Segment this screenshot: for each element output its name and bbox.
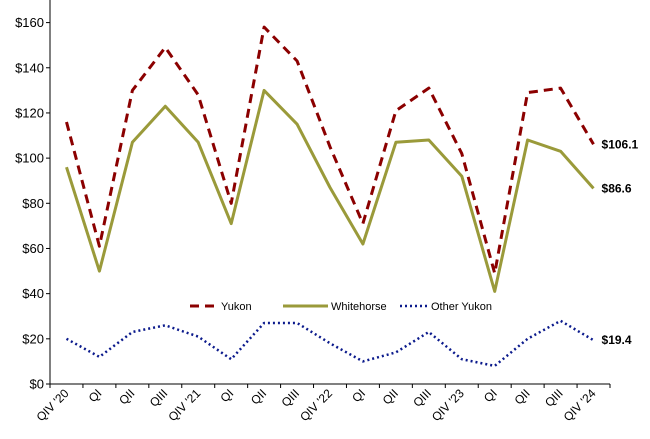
end-value-labels: $106.1 $86.6 $19.4 xyxy=(602,137,639,347)
legend: Yukon Whitehorse Other Yukon xyxy=(190,301,492,313)
x-tick-label: QIII xyxy=(279,386,303,410)
y-tick-label: $0 xyxy=(30,377,44,392)
series-line-yukon xyxy=(65,25,595,275)
x-tick-label: QIV '24 xyxy=(561,386,599,424)
legend-label: Whitehorse xyxy=(331,301,387,313)
end-value-label: $19.4 xyxy=(602,333,632,347)
y-axis-ticks: $0 $20 $40 $60 $80 $100 $120 $140 $160 xyxy=(15,15,50,392)
legend-label: Yukon xyxy=(221,301,252,313)
x-tick-label: QIII xyxy=(542,386,566,410)
end-value-label: $106.1 xyxy=(602,137,639,151)
y-tick-label: $140 xyxy=(15,60,44,75)
x-tick-label: QII xyxy=(248,386,269,407)
y-tick-label: $60 xyxy=(22,241,44,256)
legend-label: Other Yukon xyxy=(431,301,492,313)
x-tick-label: QI xyxy=(217,386,236,405)
y-tick-label: $120 xyxy=(15,105,44,120)
x-tick-label: QI xyxy=(349,386,368,405)
series-line-whitehorse xyxy=(65,88,595,293)
x-tick-label: QIII xyxy=(147,386,171,410)
y-tick-label: $100 xyxy=(15,151,44,166)
x-tick-label: QIV '21 xyxy=(165,386,203,424)
axes xyxy=(49,0,610,385)
x-tick-label: QIV '23 xyxy=(429,386,467,424)
y-tick-label: $160 xyxy=(15,15,44,30)
y-tick-label: $20 xyxy=(22,331,44,346)
x-tick-label: QIV '22 xyxy=(297,386,335,424)
x-tick-label: QII xyxy=(512,386,533,407)
y-tick-label: $40 xyxy=(22,286,44,301)
x-tick-label: QI xyxy=(86,386,105,405)
series-line-other-yukon xyxy=(65,319,595,368)
end-value-label: $86.6 xyxy=(602,181,632,195)
x-tick-label: QIII xyxy=(410,386,434,410)
x-tick-label: QII xyxy=(116,386,137,407)
x-tick-label: QIV '20 xyxy=(34,386,72,424)
x-tick-label: QII xyxy=(380,386,401,407)
series-lines xyxy=(65,25,595,368)
y-tick-label: $80 xyxy=(22,196,44,211)
x-tick-label: QI xyxy=(481,386,500,405)
